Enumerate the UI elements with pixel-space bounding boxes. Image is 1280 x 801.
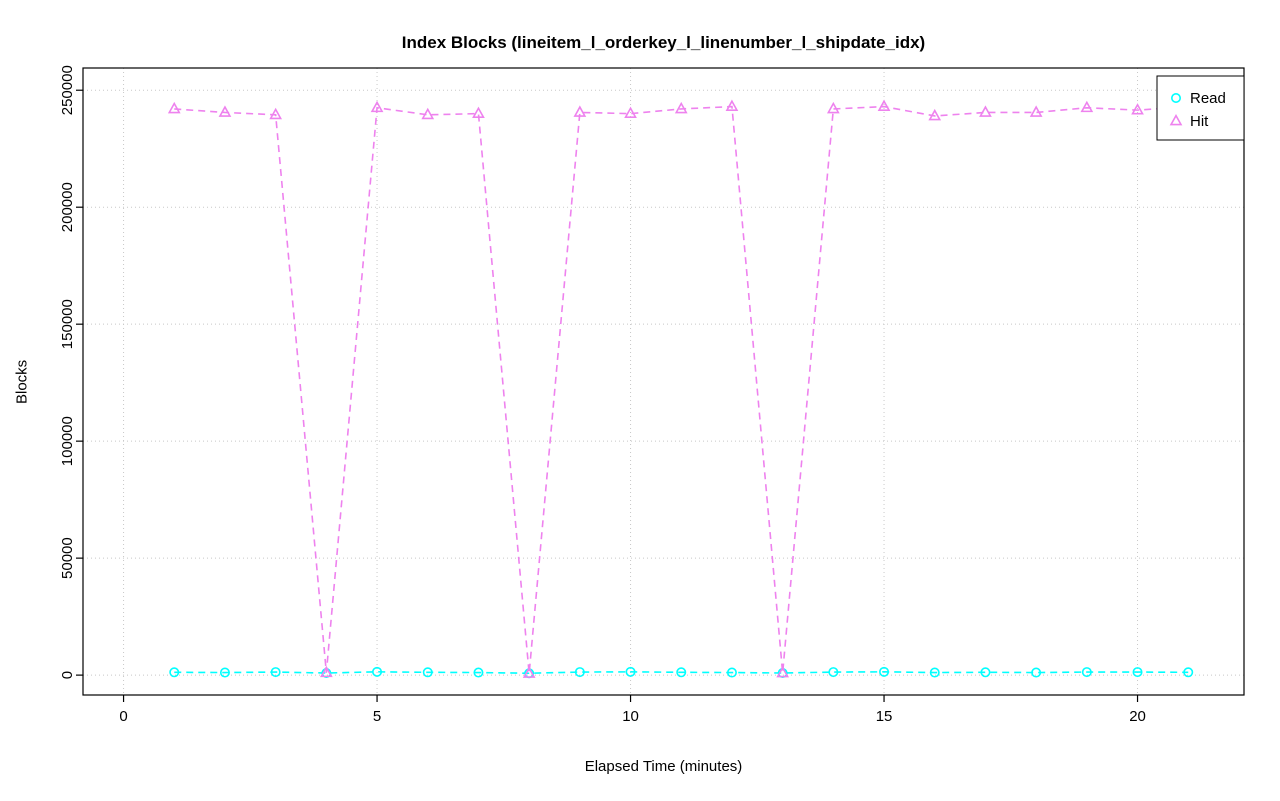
hit-point	[725, 99, 739, 112]
y-tick-label: 150000	[59, 299, 76, 349]
read-point	[676, 667, 687, 678]
legend-label-read: Read	[1190, 90, 1226, 107]
series-read	[169, 666, 1194, 679]
hit-point	[522, 666, 536, 678]
legend-label-hit: Hit	[1190, 113, 1209, 130]
read-point	[828, 667, 839, 678]
hit-point	[776, 665, 790, 678]
read-point	[1183, 667, 1194, 678]
hit-point	[218, 105, 232, 117]
x-axis: 0 5 10 15 20	[119, 695, 1146, 725]
y-axis-label: Blocks	[13, 359, 31, 404]
hit-point	[624, 106, 637, 119]
read-point	[625, 666, 636, 677]
series-hit	[167, 99, 1195, 678]
gridlines	[83, 68, 1244, 695]
hit-legend-marker-icon	[1169, 113, 1183, 126]
x-tick-label: 20	[1129, 708, 1146, 725]
hit-point	[573, 105, 587, 117]
read-point	[879, 666, 890, 677]
hit-point	[167, 101, 181, 114]
hit-point	[674, 101, 688, 114]
legend-box	[1156, 75, 1245, 141]
read-line	[174, 671, 1189, 675]
hit-point	[421, 107, 435, 120]
read-point	[169, 667, 180, 678]
read-point	[372, 666, 383, 677]
hit-point	[826, 101, 840, 114]
read-point	[574, 667, 585, 678]
read-point	[980, 667, 991, 678]
hit-point	[1029, 105, 1043, 117]
x-tick-label: 0	[119, 708, 127, 725]
hit-point	[877, 99, 891, 112]
y-tick-label: 50000	[59, 537, 76, 579]
read-point	[219, 667, 230, 678]
x-tick-label: 15	[876, 708, 893, 725]
y-tick-label: 0	[59, 671, 76, 679]
hit-point	[472, 106, 485, 119]
hit-point	[928, 108, 942, 121]
y-tick-label: 100000	[59, 416, 76, 466]
read-point	[1132, 667, 1143, 678]
x-axis-label: Elapsed Time (minutes)	[584, 758, 743, 775]
read-point	[473, 667, 484, 678]
y-axis: 0 50000 100000 150000 200000 250000	[59, 65, 83, 679]
x-tick-label: 5	[373, 708, 381, 725]
hit-point	[319, 665, 333, 678]
read-point	[270, 667, 281, 678]
read-point	[929, 667, 940, 678]
read-point	[726, 667, 737, 678]
read-point	[1031, 667, 1042, 678]
hit-point	[1080, 100, 1094, 113]
read-point	[422, 667, 433, 678]
hit-point	[1131, 103, 1144, 115]
hit-point	[269, 107, 283, 120]
y-tick-label: 250000	[59, 65, 76, 115]
read-legend-marker-icon	[1171, 93, 1182, 104]
legend: Read Hit	[1156, 75, 1245, 141]
plot-box	[82, 67, 1245, 696]
hit-point	[370, 100, 384, 113]
y-tick-label: 200000	[59, 182, 76, 232]
chart-title: Index Blocks (lineitem_l_orderkey_l_line…	[401, 33, 926, 52]
hit-point	[979, 105, 992, 117]
hit-line	[174, 105, 1189, 674]
x-tick-label: 10	[622, 708, 639, 725]
read-point	[1081, 667, 1092, 678]
